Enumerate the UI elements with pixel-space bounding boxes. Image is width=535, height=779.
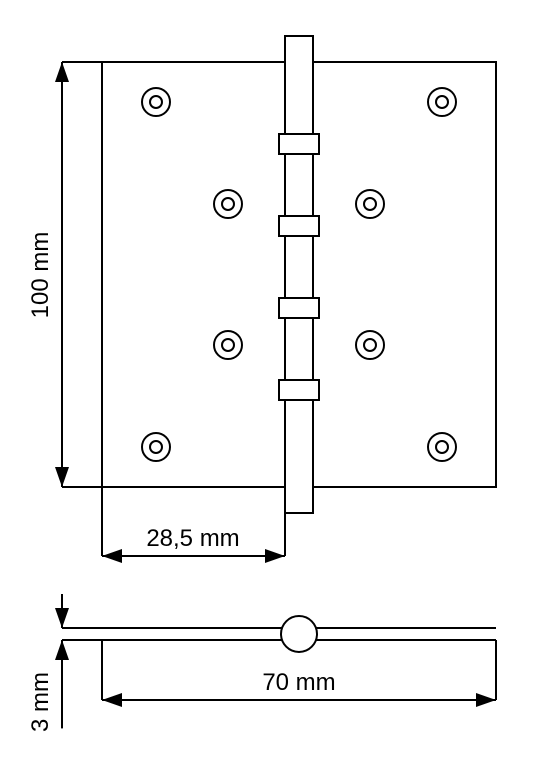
- hinge-pin-circle: [281, 616, 317, 652]
- dimension-thickness-label: 3 mm: [27, 672, 54, 732]
- dimension-leaf-label: 28,5 mm: [146, 525, 239, 552]
- dimension-height-label: 100 mm: [27, 232, 54, 319]
- screw-hole: [356, 331, 384, 359]
- screw-hole: [214, 190, 242, 218]
- hinge-bearing-band: [279, 298, 319, 318]
- dimensions: 100 mm 28,5 mm 70 mm 3 mm: [27, 62, 496, 732]
- screw-hole: [142, 88, 170, 116]
- hinge-leaf-right: [313, 62, 496, 487]
- screw-hole: [428, 88, 456, 116]
- screw-hole: [142, 433, 170, 461]
- hinge-side-view: [102, 616, 496, 652]
- hinge-knuckle: [285, 36, 313, 513]
- dimension-width-label: 70 mm: [262, 669, 335, 696]
- hinge-bearing-band: [279, 216, 319, 236]
- hinge-front-view: [102, 36, 496, 513]
- hinge-bearing-band: [279, 380, 319, 400]
- screw-hole: [428, 433, 456, 461]
- hinge-bearing-band: [279, 134, 319, 154]
- screw-hole: [356, 190, 384, 218]
- screw-hole: [214, 331, 242, 359]
- hinge-leaf-left: [102, 62, 285, 487]
